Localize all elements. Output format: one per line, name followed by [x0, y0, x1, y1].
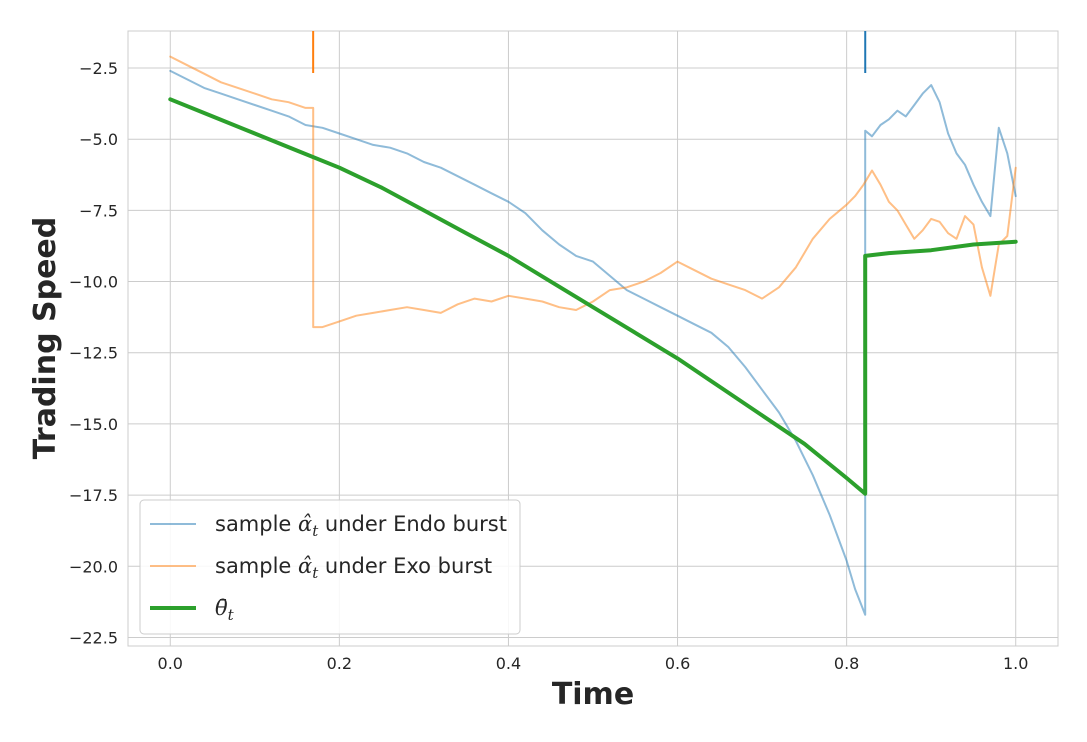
legend-entry: sample α̂t under Endo burst	[215, 512, 507, 540]
y-tick-labels: −2.5 −5.0 −7.5 −10.0 −12.5 −15.0 −17.5 −20.0 −22…	[69, 59, 118, 647]
x-tick-label: 0.2	[327, 654, 352, 673]
y-tick-label: −15.0	[69, 415, 118, 434]
y-tick-label: −20.0	[69, 557, 118, 576]
x-tick-label: 0.8	[834, 654, 859, 673]
x-tick-label: 1.0	[1003, 654, 1028, 673]
legend: sample α̂t under Endo burst sample α̂t un…	[139, 499, 521, 635]
series-line-3	[168, 97, 1018, 496]
legend-entry: sample α̂t under Exo burst	[215, 554, 492, 582]
series-lines	[168, 55, 1018, 616]
y-tick-label: −22.5	[69, 628, 118, 647]
x-tick-label: 0.4	[496, 654, 521, 673]
y-tick-label: −12.5	[69, 344, 118, 363]
x-axis-title: Time	[552, 677, 634, 712]
y-axis-title: Trading Speed	[28, 217, 63, 460]
series-line-1	[169, 69, 1017, 616]
legend-box	[139, 499, 521, 635]
x-tick-label: 0.0	[158, 654, 183, 673]
burst-markers	[312, 31, 867, 73]
x-tick-label: 0.6	[665, 654, 690, 673]
y-tick-label: −10.0	[69, 273, 118, 292]
y-tick-label: −5.0	[79, 130, 118, 149]
x-tick-labels: 0.0 0.2 0.4 0.6 0.8 1.0	[158, 654, 1029, 673]
series-line-2	[169, 55, 1017, 329]
y-tick-label: −17.5	[69, 486, 118, 505]
y-tick-label: −2.5	[79, 59, 118, 78]
legend-entry: θ̄t	[215, 596, 235, 624]
y-tick-label: −7.5	[79, 201, 118, 220]
